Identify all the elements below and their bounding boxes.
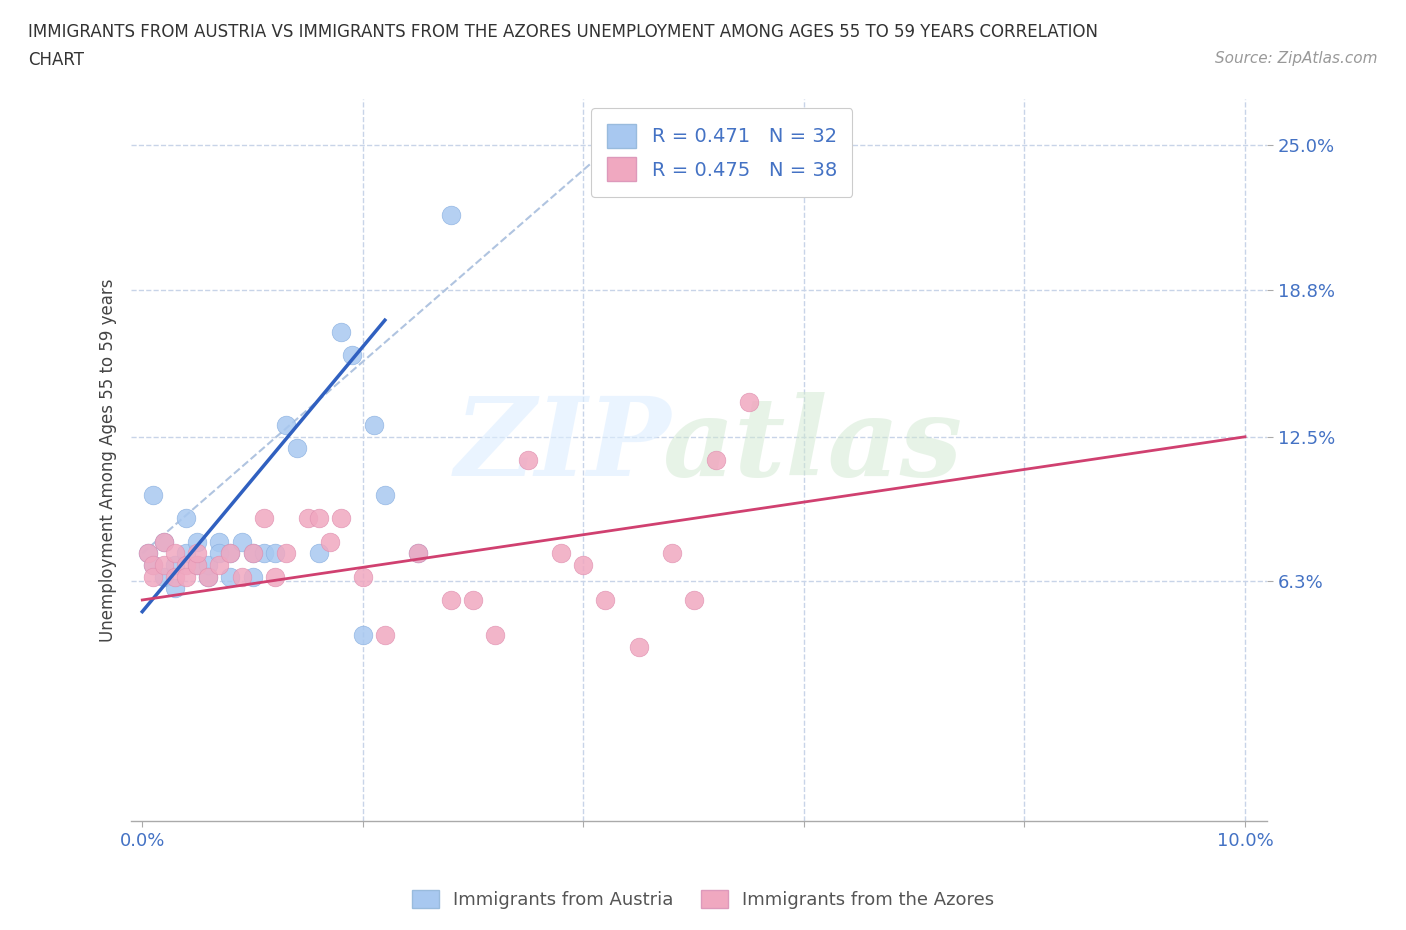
Point <box>374 487 396 502</box>
Point <box>704 453 727 468</box>
Point <box>176 546 198 561</box>
Point <box>231 534 253 549</box>
Point <box>136 546 159 561</box>
Legend: R = 0.471   N = 32, R = 0.475   N = 38: R = 0.471 N = 32, R = 0.475 N = 38 <box>592 109 852 197</box>
Point <box>682 592 704 607</box>
Point <box>440 207 463 222</box>
Point <box>661 546 683 561</box>
Point <box>219 546 242 561</box>
Point <box>153 534 176 549</box>
Point <box>738 394 761 409</box>
Point <box>186 534 208 549</box>
Text: ZIP: ZIP <box>454 392 671 499</box>
Point <box>219 569 242 584</box>
Point <box>263 569 285 584</box>
Point <box>440 592 463 607</box>
Point <box>550 546 572 561</box>
Point <box>142 569 165 584</box>
Point <box>208 546 231 561</box>
Legend: Immigrants from Austria, Immigrants from the Azores: Immigrants from Austria, Immigrants from… <box>405 883 1001 916</box>
Point <box>252 546 274 561</box>
Point <box>208 534 231 549</box>
Point <box>627 639 650 654</box>
Point <box>186 558 208 573</box>
Point <box>484 628 506 643</box>
Point <box>517 453 540 468</box>
Point <box>142 558 165 573</box>
Y-axis label: Unemployment Among Ages 55 to 59 years: Unemployment Among Ages 55 to 59 years <box>100 278 117 642</box>
Point <box>142 558 165 573</box>
Point <box>153 569 176 584</box>
Point <box>136 546 159 561</box>
Point <box>165 546 187 561</box>
Point <box>274 546 297 561</box>
Point <box>297 511 319 525</box>
Point <box>352 569 374 584</box>
Point <box>197 558 219 573</box>
Point <box>461 592 484 607</box>
Point <box>176 569 198 584</box>
Point <box>208 558 231 573</box>
Point <box>329 511 352 525</box>
Point <box>308 546 330 561</box>
Point <box>242 569 264 584</box>
Text: atlas: atlas <box>662 392 963 499</box>
Point <box>374 628 396 643</box>
Text: Source: ZipAtlas.com: Source: ZipAtlas.com <box>1215 51 1378 66</box>
Point <box>308 511 330 525</box>
Point <box>363 418 385 432</box>
Point <box>352 628 374 643</box>
Point <box>329 325 352 339</box>
Point <box>153 534 176 549</box>
Point <box>176 511 198 525</box>
Point <box>165 581 187 596</box>
Point <box>340 348 363 363</box>
Point <box>197 569 219 584</box>
Point <box>142 487 165 502</box>
Point <box>176 558 198 573</box>
Point <box>186 546 208 561</box>
Point <box>252 511 274 525</box>
Point <box>406 546 429 561</box>
Point <box>595 592 617 607</box>
Point <box>274 418 297 432</box>
Point <box>572 558 595 573</box>
Point <box>165 569 187 584</box>
Text: IMMIGRANTS FROM AUSTRIA VS IMMIGRANTS FROM THE AZORES UNEMPLOYMENT AMONG AGES 55: IMMIGRANTS FROM AUSTRIA VS IMMIGRANTS FR… <box>28 23 1098 41</box>
Point <box>165 558 187 573</box>
Point <box>219 546 242 561</box>
Point <box>406 546 429 561</box>
Point <box>186 558 208 573</box>
Point <box>319 534 342 549</box>
Text: CHART: CHART <box>28 51 84 69</box>
Point <box>197 569 219 584</box>
Point <box>153 558 176 573</box>
Point <box>263 546 285 561</box>
Point <box>231 569 253 584</box>
Point <box>242 546 264 561</box>
Point <box>242 546 264 561</box>
Point <box>285 441 308 456</box>
